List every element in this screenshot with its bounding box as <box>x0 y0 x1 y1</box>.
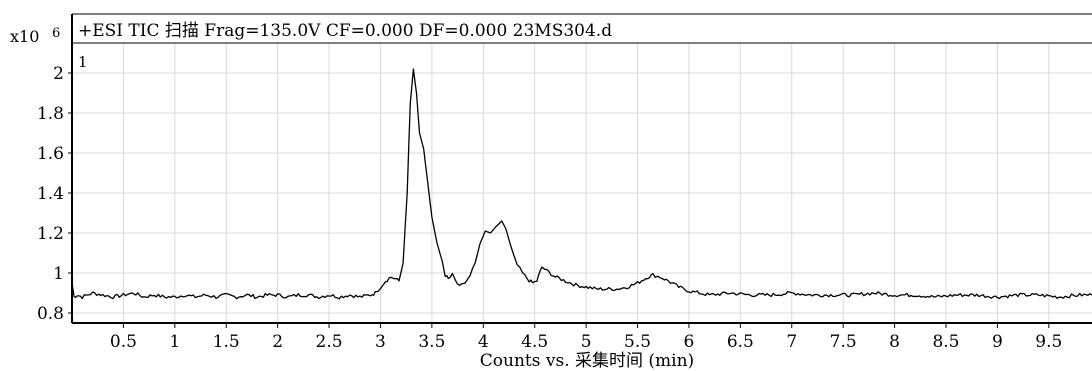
x-tick-label: 4 <box>478 332 489 352</box>
x-tick-label: 2.5 <box>316 332 343 352</box>
y-tick-label: 1.2 <box>37 224 64 244</box>
title-band <box>72 14 1092 43</box>
y-tick-label: 1.6 <box>37 144 64 164</box>
x-tick-label: 0.5 <box>110 332 137 352</box>
grid-lines <box>72 43 1092 323</box>
tic-trace-line <box>71 68 1092 300</box>
x-tick-label: 9 <box>992 332 1003 352</box>
x-tick-label: 8 <box>889 332 900 352</box>
x-tick-label: 6 <box>684 332 695 352</box>
x-tick-label: 8.5 <box>932 332 959 352</box>
x-tick-label: 5 <box>581 332 592 352</box>
axis-ticks: 0.5 1 1.5 2 2.5 3 3.5 4 4.5 5 5.5 6 6.5 7 7.5 8 8.5 9 9.5 0… <box>37 64 1062 352</box>
x-tick-label: 2 <box>272 332 283 352</box>
chart-title: +ESI TIC 扫描 Frag=135.0V CF=0.000 DF=0.00… <box>78 21 612 41</box>
x-tick-label: 3.5 <box>418 332 445 352</box>
y-tick-label: 0.8 <box>37 304 64 324</box>
x-tick-label: 7 <box>786 332 797 352</box>
x-tick-label: 4.5 <box>521 332 548 352</box>
x-tick-label: 3 <box>375 332 386 352</box>
x-tick-label: 5.5 <box>624 332 651 352</box>
y-multiplier-label: x10 <box>10 27 39 46</box>
y-tick-label: 1.4 <box>37 184 64 204</box>
x-tick-label: 1 <box>169 332 180 352</box>
x-tick-label: 1.5 <box>213 332 240 352</box>
x-tick-label: 9.5 <box>1035 332 1062 352</box>
y-tick-label: 1 <box>53 264 64 284</box>
panel-label: 1 <box>78 53 88 71</box>
y-tick-label: 2 <box>53 64 64 84</box>
x-tick-label: 7.5 <box>830 332 857 352</box>
y-multiplier-exponent: 6 <box>52 26 60 41</box>
x-tick-label: 6.5 <box>727 332 754 352</box>
x-axis-label: Counts vs. 采集时间 (min) <box>480 351 694 371</box>
y-tick-label: 1.8 <box>37 104 64 124</box>
